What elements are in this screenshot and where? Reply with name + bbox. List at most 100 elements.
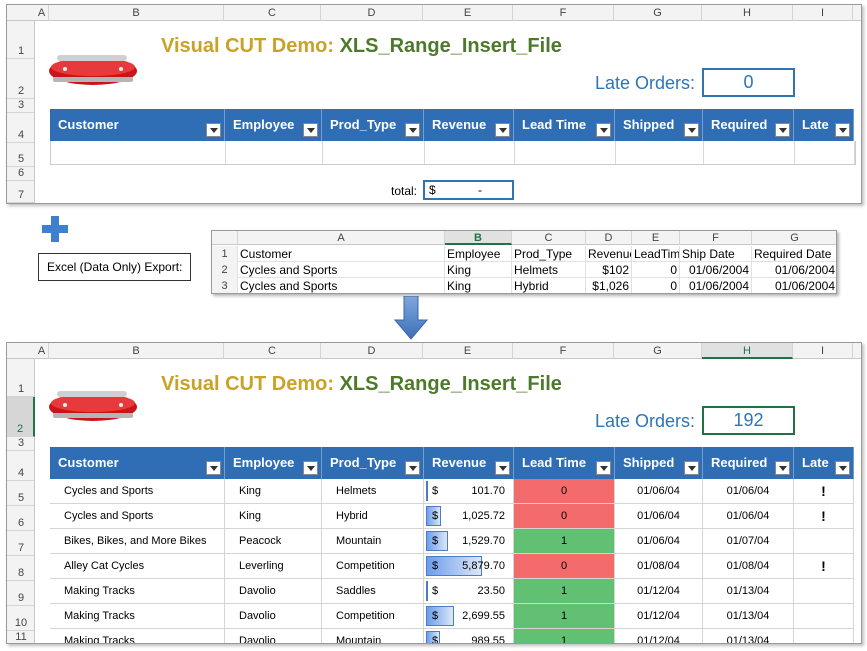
employee-cell[interactable]: Davolio [225,604,322,628]
filter-dropdown-icon[interactable] [206,123,221,137]
prod-type-cell[interactable]: Hybrid [322,504,424,528]
filter-dropdown-icon[interactable] [684,123,699,137]
filter-dropdown-icon[interactable] [495,123,510,137]
late-flag-cell[interactable] [794,529,854,553]
row-header-3[interactable]: 3 [7,99,35,113]
late-flag-cell[interactable]: ! [794,554,854,578]
cell[interactable]: Hybrid [512,278,586,293]
shipped-cell[interactable]: 01/06/04 [615,479,703,503]
row-header-5[interactable]: 5 [7,481,35,506]
shipped-cell[interactable]: 01/12/04 [615,579,703,603]
lead-time-cell[interactable]: 1 [514,604,615,628]
lead-time-cell[interactable]: 1 [514,629,615,643]
column-header-f[interactable]: F [513,343,614,359]
prod-type-cell[interactable]: Competition [322,604,424,628]
required-cell[interactable]: 01/07/04 [703,529,794,553]
filter-dropdown-icon[interactable] [495,461,510,475]
employee-cell[interactable]: King [225,479,322,503]
lead-time-cell[interactable]: 1 [514,529,615,553]
customer-cell[interactable]: Alley Cat Cycles [50,554,225,578]
filter-dropdown-icon[interactable] [405,123,420,137]
required-cell[interactable]: 01/06/04 [703,504,794,528]
column-header-a[interactable]: A [238,231,445,245]
empty-cell[interactable] [795,141,855,164]
empty-cell[interactable] [704,141,795,164]
total-value-box[interactable]: $ - [423,180,514,200]
empty-cell[interactable] [51,141,226,164]
revenue-cell[interactable]: $1,529.70 [424,529,514,553]
shipped-cell[interactable]: 01/06/04 [615,504,703,528]
customer-cell[interactable]: Cycles and Sports [50,479,225,503]
customer-cell[interactable]: Making Tracks [50,629,225,643]
row-header-11[interactable]: 11 [7,631,35,643]
row-header-5[interactable]: 5 [7,143,35,167]
column-header-b[interactable]: B [49,5,224,21]
cell[interactable]: Cycles and Sports [238,278,445,293]
shipped-cell[interactable]: 01/12/04 [615,604,703,628]
column-header-d[interactable]: D [321,5,423,21]
column-header-c[interactable]: C [224,343,321,359]
cell[interactable]: King [445,278,512,293]
filter-dropdown-icon[interactable] [303,123,318,137]
empty-cell[interactable] [616,141,704,164]
late-flag-cell[interactable]: ! [794,479,854,503]
cell[interactable]: 01/06/2004 [680,262,752,278]
column-header-e[interactable]: E [632,231,680,245]
row-header-2[interactable]: 2 [212,262,238,278]
cell[interactable]: Customer [238,246,445,262]
filter-dropdown-icon[interactable] [775,123,790,137]
cell[interactable]: King [445,262,512,278]
column-header-c[interactable]: C [224,5,321,21]
cell[interactable]: 0 [632,278,680,293]
shipped-cell[interactable]: 01/08/04 [615,554,703,578]
customer-cell[interactable]: Making Tracks [50,604,225,628]
column-header-f[interactable]: F [680,231,752,245]
filter-dropdown-icon[interactable] [405,461,420,475]
cell[interactable]: 01/06/2004 [680,278,752,293]
column-header-h[interactable]: H [702,5,793,21]
row-header-1[interactable]: 1 [7,21,35,59]
revenue-cell[interactable]: $23.50 [424,579,514,603]
filter-dropdown-icon[interactable] [596,461,611,475]
late-orders-value[interactable]: 0 [702,68,795,97]
row-header-4[interactable]: 4 [7,451,35,481]
employee-cell[interactable]: Davolio [225,579,322,603]
employee-cell[interactable]: Peacock [225,529,322,553]
shipped-cell[interactable]: 01/06/04 [615,529,703,553]
column-header-f[interactable]: F [513,5,614,21]
empty-cell[interactable] [323,141,425,164]
prod-type-cell[interactable]: Saddles [322,579,424,603]
prod-type-cell[interactable]: Helmets [322,479,424,503]
required-cell[interactable]: 01/13/04 [703,604,794,628]
cell[interactable]: Required Date [752,246,836,262]
required-cell[interactable]: 01/13/04 [703,629,794,643]
row-header-4[interactable]: 4 [7,113,35,143]
column-header-g[interactable]: G [752,231,836,245]
cell[interactable]: 0 [632,262,680,278]
prod-type-cell[interactable]: Mountain [322,629,424,643]
row-header-7[interactable]: 7 [7,531,35,556]
revenue-cell[interactable]: $101.70 [424,479,514,503]
employee-cell[interactable]: Leverling [225,554,322,578]
select-all-corner[interactable] [212,231,238,245]
cell[interactable]: Prod_Type [512,246,586,262]
column-header-i[interactable]: I [793,5,853,21]
employee-cell[interactable]: Davolio [225,629,322,643]
column-header-c[interactable]: C [512,231,586,245]
customer-cell[interactable]: Bikes, Bikes, and More Bikes [50,529,225,553]
filter-dropdown-icon[interactable] [684,461,699,475]
cell[interactable]: Revenue [588,246,632,262]
revenue-cell[interactable]: $989.55 [424,629,514,643]
cell[interactable]: Ship Date [680,246,752,262]
cell[interactable]: Helmets [512,262,586,278]
column-header-g[interactable]: G [614,5,702,21]
column-header-g[interactable]: G [614,343,702,359]
column-header-h[interactable]: H [702,343,793,359]
prod-type-cell[interactable]: Competition [322,554,424,578]
late-flag-cell[interactable] [794,604,854,628]
cell[interactable]: 01/06/2004 [752,262,836,278]
late-flag-cell[interactable] [794,629,854,643]
row-header-2[interactable]: 2 [7,397,35,437]
late-flag-cell[interactable]: ! [794,504,854,528]
customer-cell[interactable]: Cycles and Sports [50,504,225,528]
